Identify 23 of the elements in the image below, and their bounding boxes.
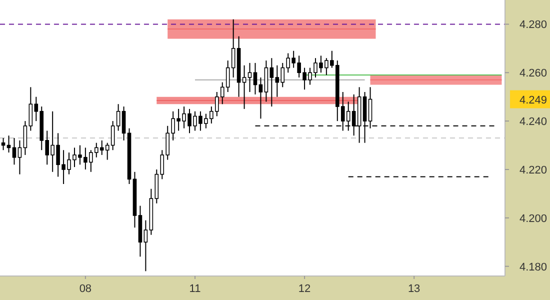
candlestick (6, 135, 11, 154)
x-tick-label: 12 (298, 283, 311, 295)
candlestick (18, 140, 22, 175)
candlestick (122, 106, 126, 141)
x-tick-label: 11 (189, 283, 201, 295)
y-tick-label: 4.260 (519, 68, 547, 80)
candlestick (116, 104, 120, 132)
y-tick-label: 4.220 (519, 164, 547, 176)
candlestick (242, 64, 246, 110)
candlestick (23, 120, 28, 156)
x-tick-label: 08 (79, 283, 92, 295)
y-tick-label: 4.280 (519, 19, 547, 32)
candlestick (258, 76, 263, 120)
candlestick (144, 220, 148, 272)
candlestick (1, 138, 6, 151)
candlestick (248, 62, 252, 92)
candlestick (253, 62, 258, 95)
y-tick-label: 4.240 (519, 116, 547, 128)
y-tick-label: 4.180 (519, 261, 547, 274)
candlestick (12, 138, 16, 166)
y-tick-label: 4.200 (519, 212, 547, 225)
text: 4.249 (519, 94, 547, 106)
x-tick-label: 13 (408, 283, 420, 295)
